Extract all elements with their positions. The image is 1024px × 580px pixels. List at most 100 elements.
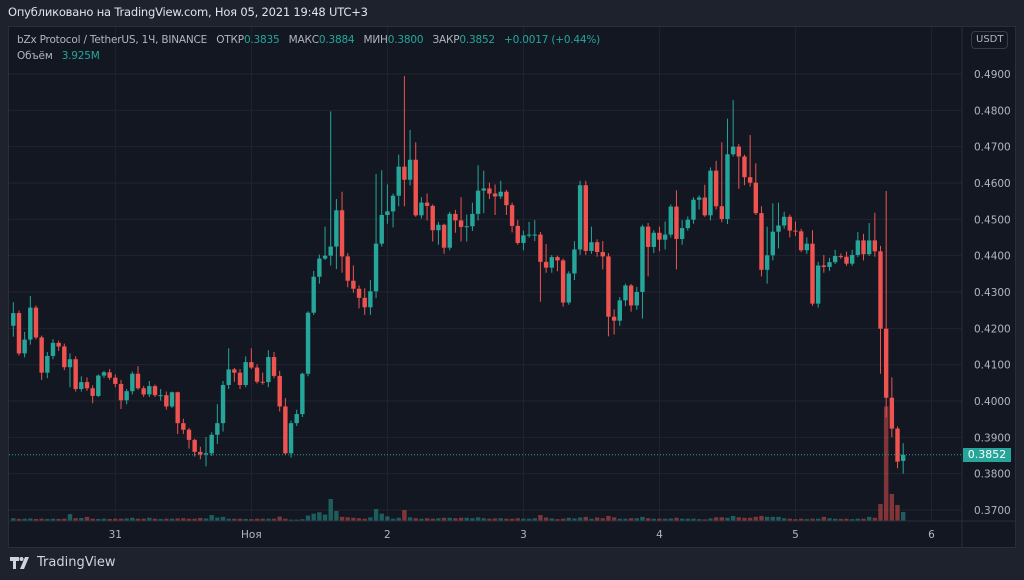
candle-body (186, 429, 192, 440)
candle-body (719, 206, 724, 219)
candle (356, 285, 362, 309)
candle-body (419, 202, 424, 216)
candle-body (16, 313, 22, 354)
symbol-title: bZx Protocol / TetherUS, 1Ч, BINANCE (17, 34, 208, 46)
currency-badge[interactable]: USDT (971, 31, 1009, 49)
candle-body (396, 166, 401, 196)
volume-bar (900, 512, 906, 521)
candle (815, 261, 821, 308)
price-axis[interactable]: 0.3700 0.3800 0.3900 0.4000 0.4100 0.4200 0.43… (974, 69, 1011, 517)
candle (475, 165, 481, 221)
price-tick-label: 0.3800 (974, 469, 1011, 481)
volume-bar (413, 518, 418, 521)
volume-bar (186, 518, 192, 521)
volume-bar (249, 519, 254, 521)
candle (640, 224, 645, 319)
candle (645, 222, 651, 277)
candle (232, 367, 237, 382)
candle (532, 220, 537, 242)
volume-bar (62, 518, 67, 521)
candle-body (379, 214, 384, 244)
time-axis[interactable]: 31 Ноя 2 3 4 5 6 (109, 529, 936, 541)
volume-bar (45, 518, 50, 521)
candle (889, 377, 895, 438)
volume-bar (67, 514, 73, 521)
candle-body (702, 197, 707, 216)
candle (424, 193, 430, 221)
volume-bar (135, 518, 141, 521)
volume-value: 3.925M (61, 50, 100, 62)
volume-bar (793, 519, 798, 521)
close-value: 0.3852 (459, 34, 495, 46)
volume-bar (685, 518, 690, 521)
high-label: МАКС (288, 34, 319, 46)
candle-body (611, 316, 617, 321)
volume-bar (305, 515, 311, 521)
candle (62, 343, 67, 371)
candle (628, 284, 634, 312)
volume-bar (373, 509, 379, 521)
candle-body (532, 234, 537, 236)
candle (725, 118, 730, 225)
candle-body (424, 202, 430, 206)
candle (158, 389, 163, 401)
candle-body (260, 381, 265, 383)
candle-body (45, 355, 50, 373)
candle (396, 154, 401, 207)
volume-bar (339, 516, 345, 521)
time-tick-label: 2 (384, 529, 391, 541)
candle-body (215, 423, 220, 435)
candle-body (118, 383, 124, 401)
candle-body (158, 395, 163, 397)
candle (84, 377, 90, 391)
volume-bar (628, 518, 634, 521)
candle-body (504, 191, 509, 206)
candle-body (135, 373, 141, 389)
volume-bar (232, 518, 237, 521)
candle-body (883, 328, 889, 398)
candle-body (56, 342, 61, 347)
time-tick-label: Ноя (241, 529, 262, 541)
candle-body (305, 312, 311, 374)
volume-bar (526, 518, 532, 521)
candle-body (543, 261, 549, 268)
candle (277, 370, 282, 412)
candle (113, 374, 118, 388)
volume-bar (407, 517, 413, 521)
volume-bar (39, 518, 44, 521)
candle (719, 142, 724, 223)
volume-bar (895, 504, 900, 521)
candle-body (430, 205, 435, 231)
candle-body (141, 388, 146, 395)
candle-body (606, 256, 611, 317)
volume-bar (158, 518, 163, 521)
candle (781, 211, 787, 229)
volume-bar (447, 517, 452, 521)
chart-panel[interactable] (8, 26, 1016, 548)
low-label: МИН (363, 34, 388, 46)
volume-bar (872, 517, 878, 521)
volume-bar (385, 516, 390, 521)
candle-body (67, 359, 73, 368)
volume-bar (889, 493, 895, 521)
volume-bar (84, 516, 90, 521)
candle-body (662, 234, 668, 240)
candle-body (895, 428, 900, 462)
volume-bar (379, 513, 384, 521)
candle-body (385, 211, 390, 215)
candle (447, 211, 452, 251)
candle-body (821, 265, 827, 267)
candle-body (339, 210, 345, 257)
candle-body (736, 146, 742, 157)
candle (351, 265, 356, 293)
price-tick-label: 0.3900 (974, 432, 1011, 444)
legend: bZx Protocol / TetherUS, 1Ч, BINANCE ОТК… (17, 32, 600, 64)
volume-bar (691, 518, 696, 521)
footer-brand[interactable]: TradingView (10, 555, 116, 570)
candle (135, 366, 141, 390)
candle-body (810, 243, 815, 304)
brand-name: TradingView (37, 555, 116, 570)
volume-bar (22, 518, 27, 521)
candle-body (640, 226, 645, 292)
